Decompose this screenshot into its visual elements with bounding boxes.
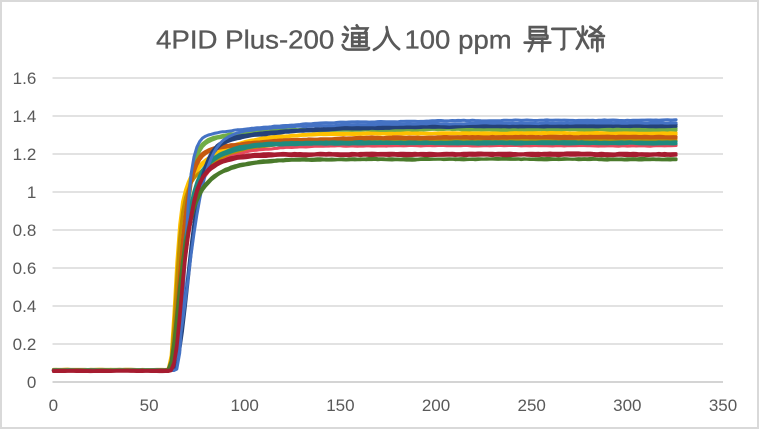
svg-text:50: 50 bbox=[140, 396, 159, 415]
svg-text:1.2: 1.2 bbox=[13, 145, 37, 164]
svg-text:1: 1 bbox=[27, 183, 36, 202]
svg-text:0.2: 0.2 bbox=[13, 335, 37, 354]
svg-text:100: 100 bbox=[405, 25, 451, 55]
svg-text:0: 0 bbox=[49, 396, 58, 415]
svg-text:300: 300 bbox=[613, 396, 641, 415]
svg-text:1.4: 1.4 bbox=[13, 107, 37, 126]
svg-text:0.4: 0.4 bbox=[13, 297, 37, 316]
svg-text:350: 350 bbox=[709, 396, 737, 415]
svg-text:1.6: 1.6 bbox=[13, 69, 37, 88]
svg-text:200: 200 bbox=[422, 396, 450, 415]
svg-text:250: 250 bbox=[518, 396, 546, 415]
svg-text:ppm: ppm bbox=[458, 25, 511, 55]
svg-text:0: 0 bbox=[27, 373, 36, 392]
svg-text:150: 150 bbox=[326, 396, 354, 415]
svg-text:0.8: 0.8 bbox=[13, 221, 37, 240]
svg-text:100: 100 bbox=[231, 396, 259, 415]
svg-text:0.6: 0.6 bbox=[13, 259, 37, 278]
svg-text:4PID Plus-200: 4PID Plus-200 bbox=[156, 25, 334, 55]
